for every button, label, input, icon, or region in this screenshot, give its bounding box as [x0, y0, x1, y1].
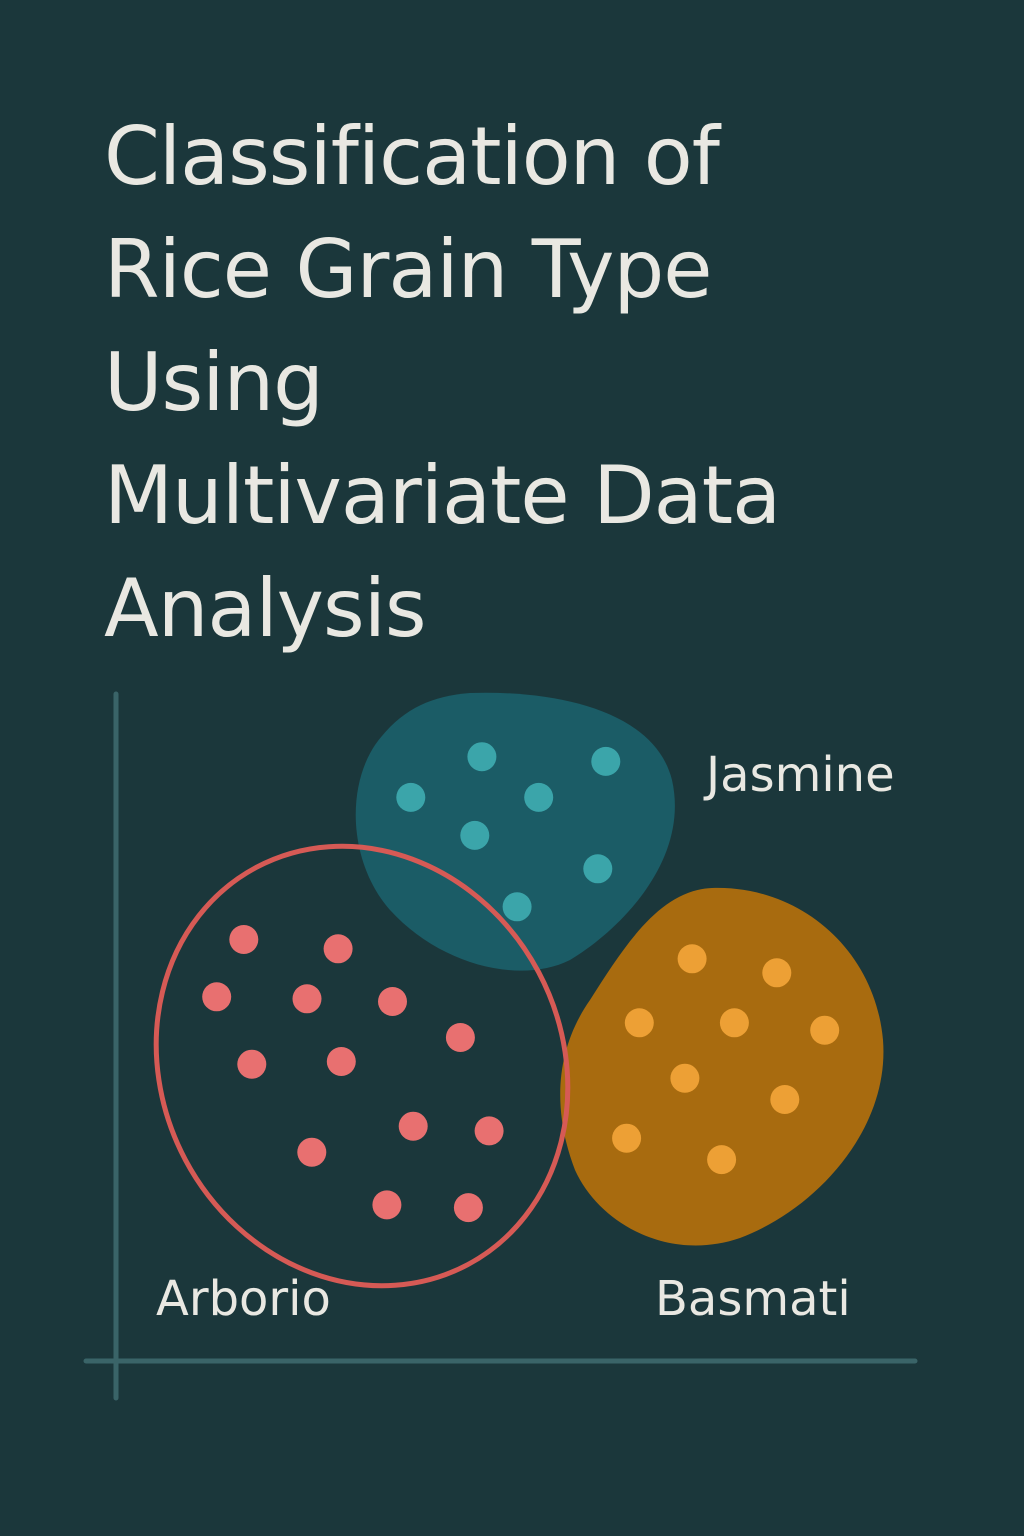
title-line: Rice Grain Type — [104, 223, 712, 316]
jasmine-data-point — [502, 892, 532, 922]
basmati-data-point — [612, 1123, 642, 1153]
legend-label-basmati: Basmati — [655, 1271, 851, 1327]
basmati-data-point — [624, 1008, 654, 1038]
jasmine-region — [355, 692, 675, 971]
chart-title: Classification of Rice Grain Type Using … — [104, 100, 984, 665]
arborio-data-point — [378, 987, 407, 1016]
arborio-data-point — [474, 1116, 504, 1146]
arborio-data-point — [323, 934, 353, 964]
basmati-data-point — [677, 944, 707, 974]
arborio-data-point — [229, 925, 259, 954]
jasmine-data-point — [396, 782, 426, 812]
arborio-region — [153, 843, 571, 1289]
arborio-data-point — [372, 1190, 402, 1220]
title-line: Using — [104, 336, 324, 429]
legend-label-jasmine: Jasmine — [703, 747, 895, 803]
title-line: Multivariate Data — [104, 449, 781, 542]
basmati-data-point — [707, 1145, 737, 1175]
basmati-data-point — [719, 1008, 749, 1038]
jasmine-data-point — [583, 854, 613, 884]
arborio-data-point — [453, 1193, 483, 1223]
jasmine-data-point — [460, 820, 490, 850]
arborio-data-point — [445, 1023, 475, 1052]
title-line: Classification of — [104, 110, 720, 203]
arborio-data-point — [237, 1049, 267, 1079]
basmati-region — [560, 887, 884, 1246]
data-points — [202, 742, 840, 1223]
title-line: Analysis — [104, 562, 427, 655]
arborio-data-point — [398, 1111, 428, 1141]
jasmine-data-point — [591, 746, 621, 776]
jasmine-data-point — [524, 782, 554, 812]
legend-label-arborio: Arborio — [156, 1271, 331, 1327]
basmati-data-point — [762, 958, 792, 988]
basmati-data-point — [770, 1085, 800, 1114]
arborio-data-point — [326, 1047, 356, 1076]
arborio-data-point — [297, 1137, 327, 1167]
jasmine-data-point — [467, 742, 497, 772]
basmati-data-point — [670, 1063, 700, 1093]
arborio-data-point — [292, 984, 322, 1014]
arborio-data-point — [202, 982, 232, 1012]
basmati-data-point — [810, 1015, 840, 1045]
